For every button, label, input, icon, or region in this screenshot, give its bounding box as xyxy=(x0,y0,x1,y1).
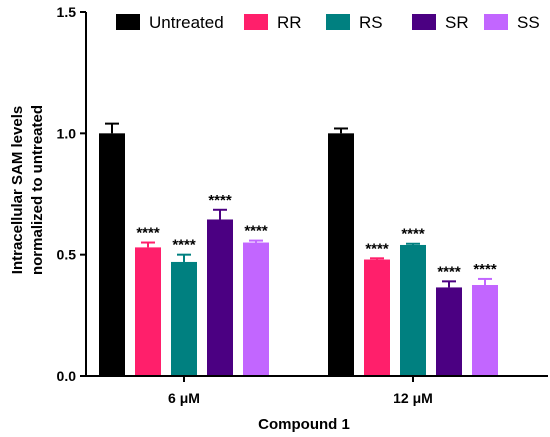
bar xyxy=(135,247,161,376)
axes xyxy=(85,12,548,377)
y-tick-label: 0.0 xyxy=(57,368,77,384)
error-bar xyxy=(406,242,420,245)
error-bar xyxy=(370,257,384,260)
significance-label: **** xyxy=(244,223,268,240)
y-axis-title-line-1: Intracellular SAM levels xyxy=(9,106,26,274)
significance-label: **** xyxy=(172,237,196,254)
error-bar xyxy=(141,241,155,248)
bar xyxy=(364,259,390,376)
y-axis-ticks: 0.0 0.5 1.0 1.5 xyxy=(57,4,86,384)
bars xyxy=(99,133,498,376)
legend-item: RS xyxy=(326,13,383,32)
y-axis-title: Intracellular SAM levels normalized to u… xyxy=(9,105,46,275)
bar xyxy=(243,242,269,376)
legend-swatch xyxy=(116,14,140,30)
error-bar xyxy=(177,253,191,262)
significance-label: **** xyxy=(136,225,160,242)
error-bar xyxy=(442,280,456,288)
bar xyxy=(472,285,498,376)
legend-item: Untreated xyxy=(116,13,224,32)
error-bars xyxy=(105,122,492,288)
significance-label: **** xyxy=(473,261,497,278)
legend-label: RS xyxy=(359,13,383,32)
legend-swatch xyxy=(326,14,350,30)
x-tick-label: 6 μM xyxy=(168,390,200,406)
significance-label: **** xyxy=(401,226,425,243)
error-bar xyxy=(478,277,492,285)
bar xyxy=(99,133,125,376)
significance-labels: **** **** **** **** **** **** **** **** xyxy=(136,192,497,281)
error-bar xyxy=(249,239,263,243)
error-bar xyxy=(334,127,348,134)
error-bar xyxy=(105,122,119,134)
bar xyxy=(171,261,197,376)
bar xyxy=(328,133,354,376)
legend: Untreated RR RS SR SS xyxy=(116,13,540,32)
y-tick-label: 1.0 xyxy=(57,125,77,141)
significance-label: **** xyxy=(365,240,389,257)
legend-item: SS xyxy=(484,13,540,32)
y-axis-title-line-2: normalized to untreated xyxy=(29,105,46,275)
bar xyxy=(207,219,233,376)
error-bar xyxy=(213,208,227,220)
legend-label: RR xyxy=(277,13,302,32)
significance-label: **** xyxy=(437,263,461,280)
significance-label: **** xyxy=(208,192,232,209)
legend-item: SR xyxy=(412,13,469,32)
legend-swatch xyxy=(244,14,268,30)
legend-swatch xyxy=(412,14,436,30)
y-tick-label: 1.5 xyxy=(57,4,77,20)
x-axis-ticks: 6 μM 12 μM xyxy=(168,376,433,406)
bar xyxy=(436,287,462,376)
y-tick-label: 0.5 xyxy=(57,247,77,263)
bar xyxy=(400,244,426,376)
legend-label: SS xyxy=(517,13,540,32)
legend-item: RR xyxy=(244,13,302,32)
legend-label: SR xyxy=(445,13,469,32)
x-axis-title: Compound 1 xyxy=(258,416,350,433)
x-tick-label: 12 μM xyxy=(393,390,433,406)
legend-swatch xyxy=(484,14,508,30)
legend-label: Untreated xyxy=(149,13,224,32)
